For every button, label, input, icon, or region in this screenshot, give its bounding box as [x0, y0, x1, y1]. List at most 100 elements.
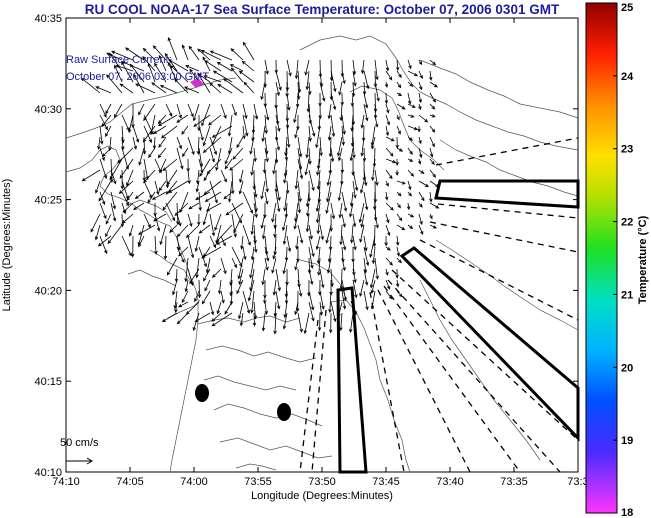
current-vector — [286, 125, 291, 149]
colorbar — [585, 2, 618, 514]
current-vector — [295, 235, 299, 250]
y-tick-label: 40:20 — [34, 285, 62, 297]
current-vector — [240, 235, 244, 250]
current-vector — [99, 114, 108, 131]
current-vector — [372, 191, 377, 211]
current-vector — [242, 246, 247, 261]
current-vector — [352, 180, 357, 199]
current-vector — [242, 103, 248, 120]
current-vector — [305, 136, 310, 159]
current-vector — [231, 257, 237, 269]
current-vector — [429, 81, 438, 88]
current-vector — [362, 81, 367, 96]
current-vector — [283, 169, 288, 184]
current-vector — [370, 279, 376, 294]
current-vector — [115, 64, 134, 72]
current-vector — [294, 257, 299, 271]
current-vector — [95, 180, 101, 194]
current-vector — [109, 52, 123, 72]
current-vector — [385, 202, 394, 211]
current-vector — [217, 83, 233, 94]
current-vector — [264, 59, 269, 75]
y-tick-label: 40:15 — [34, 376, 62, 388]
y-axis-label: Latitude (Degrees:Minutes) — [1, 179, 13, 312]
current-vector — [363, 235, 368, 252]
current-vector — [294, 125, 299, 139]
current-vector — [294, 301, 299, 316]
current-vector — [316, 213, 321, 235]
current-vector — [274, 169, 278, 193]
current-vector — [385, 125, 390, 137]
current-vector — [395, 59, 400, 72]
current-vector — [429, 136, 435, 148]
current-vector — [120, 169, 124, 190]
current-vector — [337, 180, 343, 202]
x-tick-label: 73:3 — [567, 476, 588, 488]
current-vector — [99, 147, 105, 162]
current-vector — [110, 202, 117, 222]
current-vector — [101, 114, 112, 128]
current-vector — [407, 92, 412, 105]
current-vector — [374, 59, 379, 81]
current-vector — [407, 147, 413, 155]
current-vector — [308, 169, 315, 192]
current-vector — [319, 268, 325, 289]
current-vector — [211, 125, 233, 138]
colorbar-tick-label: 24 — [621, 71, 634, 83]
current-vector — [385, 158, 397, 164]
current-vector — [236, 136, 244, 149]
current-vector — [418, 169, 425, 175]
current-vector — [229, 64, 244, 72]
current-vector — [363, 290, 369, 311]
current-vector — [385, 213, 390, 224]
current-vector — [253, 103, 259, 120]
current-vector — [231, 169, 235, 195]
current-vector — [176, 147, 184, 170]
current-vector — [159, 158, 167, 174]
current-vector — [359, 224, 365, 243]
current-vector — [233, 213, 244, 234]
current-vector — [328, 136, 333, 158]
current-vector — [166, 257, 178, 276]
current-vector — [418, 92, 422, 104]
current-vector — [315, 191, 321, 213]
current-vector — [418, 202, 423, 208]
current-vector — [350, 224, 354, 244]
current-vector — [360, 59, 365, 75]
current-vector — [122, 202, 134, 213]
current-vector — [120, 213, 125, 228]
current-vector — [121, 147, 129, 170]
current-vector — [297, 224, 304, 244]
current-vector — [283, 191, 288, 212]
current-vector — [148, 147, 156, 159]
y-tick-label: 40:25 — [34, 195, 62, 207]
current-vector — [308, 290, 315, 311]
current-vector — [396, 257, 402, 264]
current-vector — [253, 180, 258, 199]
current-vector — [385, 257, 393, 266]
current-vector — [338, 202, 343, 219]
current-vector — [133, 202, 145, 211]
figure-title: RU COOL NOAA-17 Sea Surface Temperature:… — [84, 2, 560, 17]
current-vector — [363, 246, 370, 267]
current-vector — [224, 301, 233, 315]
current-vector — [396, 202, 401, 209]
current-vector — [142, 47, 156, 61]
current-vector — [220, 169, 227, 183]
current-vector — [418, 180, 429, 188]
current-vector — [181, 125, 189, 135]
current-vector — [198, 191, 202, 212]
current-vector — [429, 169, 437, 178]
current-vector — [199, 158, 211, 177]
current-vector — [118, 180, 134, 195]
current-vector — [371, 136, 376, 150]
colorbar-tick-label: 25 — [621, 2, 633, 14]
current-vector — [224, 147, 233, 165]
current-vector — [154, 213, 161, 232]
current-vector — [352, 235, 357, 251]
current-vector — [363, 70, 370, 90]
current-vector — [95, 86, 112, 94]
current-vector — [308, 301, 315, 322]
current-vector — [121, 191, 129, 207]
